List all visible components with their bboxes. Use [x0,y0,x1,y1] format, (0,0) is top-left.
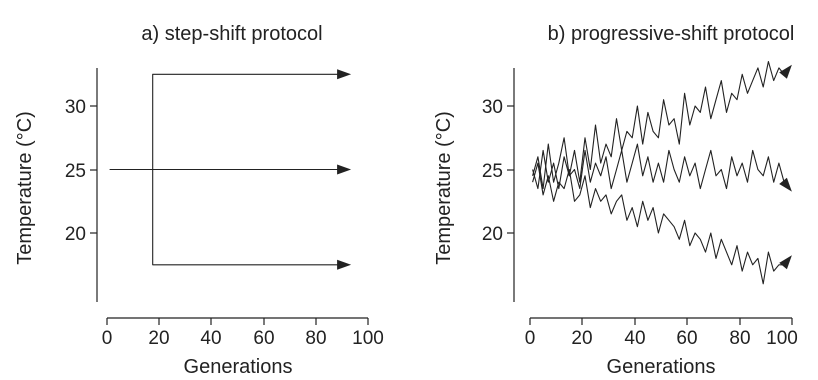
panel-b-y-axis-label: Temperature (°C) [433,111,455,265]
panel-a-line-hot [152,73,348,170]
panel-a-x-tick-label-40: 40 [200,328,221,349]
panel-b-plot-area [532,60,792,285]
panel-a-y-tick-label-20: 20 [65,224,86,245]
panel-a-x-tick-label-60: 60 [253,328,274,349]
panel-a-y-tick-label-25: 25 [65,161,86,182]
panel-b-y-tick-label-20: 20 [482,224,503,245]
panel-a-y-axis: 20 25 30 Temperature (°C) [14,68,98,302]
panel-a-arrowhead-cold [337,259,352,270]
panel-a-y-tick-label-30: 30 [65,97,86,118]
panel-b-x-tick-label-100: 100 [766,328,798,349]
panel-a-x-tick-label-20: 20 [148,328,169,349]
panel-a-line-cold [152,169,348,266]
panel-b-arrowhead-warming [779,64,792,79]
panel-b-x-tick-label-80: 80 [729,328,750,349]
panel-a-x-axis: 0 20 40 60 80 100 Generations [102,317,384,378]
panel-b-x-axis-label: Generations [607,356,716,378]
panel-a-title: a) step-shift protocol [141,23,322,45]
panel-a-y-axis-label: Temperature (°C) [14,111,36,265]
panel-b-x-tick-label-0: 0 [525,328,536,349]
panel-a-x-axis-label: Generations [184,356,293,378]
panel-step-shift: a) step-shift protocol 20 25 30 Temperat… [14,23,384,378]
panel-a-arrowhead-control [337,164,352,175]
panel-b-line-cooling [532,162,790,285]
panel-b-title: b) progressive-shift protocol [548,23,795,45]
panel-a-x-tick-label-100: 100 [352,328,384,349]
panel-a-x-tick-label-80: 80 [305,328,326,349]
panel-a-x-tick-label-0: 0 [102,328,113,349]
panel-b-line-control [532,143,790,190]
panel-b-x-axis: 0 20 40 60 80 100 Generations [525,317,798,378]
panel-b-x-tick-label-20: 20 [571,328,592,349]
panel-b-line-warming [532,60,790,190]
panel-a-plot-area [109,69,352,270]
panel-b-y-tick-label-25: 25 [482,161,503,182]
panel-b-arrowhead-cooling [779,255,792,270]
panel-progressive-shift: b) progressive-shift protocol 20 25 30 T… [433,23,798,378]
panel-b-x-tick-label-40: 40 [624,328,645,349]
panel-b-y-axis: 20 25 30 Temperature (°C) [433,68,515,302]
panel-b-x-tick-label-60: 60 [676,328,697,349]
panel-b-y-tick-label-30: 30 [482,97,503,118]
panel-a-arrowhead-hot [337,69,352,80]
panel-b-arrowhead-control [779,177,792,192]
